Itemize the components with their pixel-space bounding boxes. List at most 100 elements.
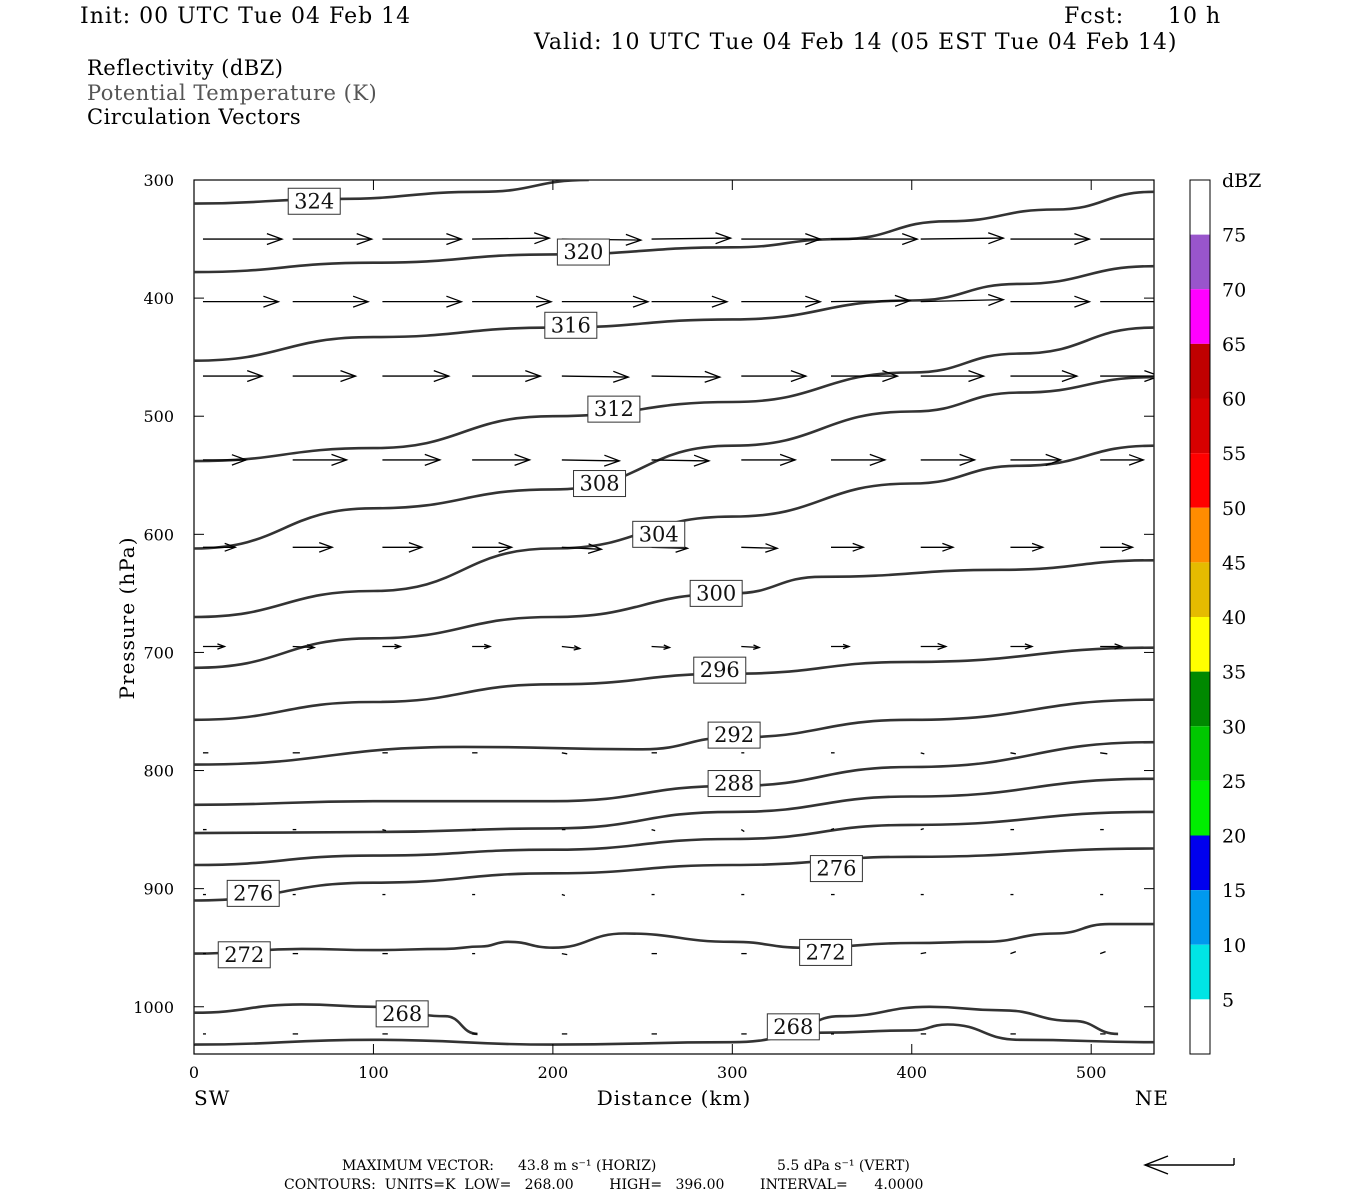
- colorbar-swatch: [1190, 453, 1210, 508]
- x-tick-label: 400: [896, 1063, 927, 1082]
- legend-reflectivity: Reflectivity (dBZ): [87, 56, 284, 80]
- circulation-vector: [202, 643, 227, 650]
- circulation-vector: [1010, 542, 1045, 552]
- colorbar-swatch: [1190, 835, 1210, 891]
- colorbar-label: 55: [1222, 443, 1246, 465]
- circulation-vector: [202, 295, 281, 308]
- circulation-vector: [561, 893, 566, 897]
- isentrope-284-10: [194, 777, 1154, 835]
- colorbar-swatch: [1190, 890, 1210, 945]
- circulation-vector: [1100, 238, 1154, 240]
- circulation-vector: [1010, 453, 1063, 467]
- contour-label-304: 304: [632, 520, 686, 548]
- circulation-vector: [1100, 643, 1124, 650]
- init-time: Init: 00 UTC Tue 04 Feb 14: [80, 4, 412, 29]
- colorbar-label: 75: [1222, 225, 1246, 247]
- circulation-vector: [1100, 301, 1154, 303]
- contour-label-text: 320: [563, 240, 603, 264]
- x-tick-label: 500: [1076, 1063, 1107, 1082]
- circulation-vector: [561, 645, 582, 651]
- contour-label-300: 300: [689, 579, 743, 607]
- circulation-vector: [1010, 643, 1034, 650]
- circulation-vector: [920, 642, 948, 651]
- colorbar-label: 25: [1222, 771, 1246, 793]
- colorbar-swatch: [1190, 999, 1210, 1054]
- isentrope-272-14: [194, 922, 1154, 955]
- circulation-vector: [831, 453, 887, 467]
- circulation-vector: [382, 369, 451, 383]
- contour-label-text: 304: [639, 522, 679, 546]
- circulation-vector: [472, 295, 554, 308]
- circulation-vector: [741, 232, 823, 246]
- circulation-vector: [651, 232, 733, 245]
- circulation-vector: [561, 543, 604, 555]
- circulation-vector: [1099, 950, 1106, 955]
- y-tick-label: 800: [143, 762, 174, 781]
- contour-label-276: 276: [226, 879, 280, 907]
- circulation-vector: [382, 541, 424, 553]
- x-endpoint-sw: SW: [194, 1086, 230, 1110]
- y-tick-label: 300: [143, 171, 174, 190]
- isentrope-276-12: [194, 847, 1154, 902]
- circulation-vector: [831, 369, 900, 383]
- circulation-vector: [472, 369, 543, 383]
- colorbar-label: 45: [1222, 552, 1246, 574]
- circulation-vector: [561, 454, 622, 467]
- reflectivity-colorbar: 5 10 15 20 25 30 35 40 45 50 55 60 65 70 75: [1189, 179, 1246, 1055]
- contour-label-text: 276: [816, 857, 856, 881]
- circulation-vector: [651, 828, 656, 832]
- contour-label-text: 316: [551, 313, 591, 337]
- circulation-vector: [472, 541, 514, 553]
- circulation-vector: [561, 370, 631, 383]
- circulation-vector: [831, 643, 851, 650]
- y-tick-label: 700: [143, 643, 174, 662]
- circulation-vector: [651, 295, 729, 308]
- contour-label-316: 316: [544, 311, 598, 339]
- contour-info: CONTOURS: UNITS=K LOW= 268.00 HIGH= 396.…: [284, 1177, 924, 1193]
- colorbar-label: 5: [1222, 989, 1234, 1011]
- colorbar-label: 15: [1222, 880, 1246, 902]
- contour-label-268: 268: [375, 1000, 429, 1028]
- forecast-hour: 10 h: [1168, 4, 1222, 29]
- colorbar-label: 20: [1222, 826, 1246, 848]
- circulation-vector: [382, 295, 464, 308]
- contour-label-text: 312: [594, 397, 634, 421]
- colorbar-swatch: [1190, 398, 1210, 454]
- max-vector-horiz: 43.8 m s⁻¹ (HORIZ): [518, 1158, 657, 1174]
- colorbar-frame: [1189, 179, 1211, 1055]
- circulation-vector: [831, 232, 920, 246]
- circulation-vector: [651, 454, 711, 467]
- contour-label-text: 300: [696, 581, 736, 605]
- contour-label-text: 292: [714, 723, 754, 747]
- circulation-vector: [472, 453, 532, 467]
- y-axis-label: Pressure (hPa): [115, 537, 139, 700]
- colorbar-swatch: [1190, 343, 1210, 399]
- colorbar-label: 30: [1222, 716, 1246, 738]
- contour-label-layer: 324 320 316 312 308 304 300 296 292 288 276 276 272 2…: [217, 187, 863, 1041]
- circulation-vector: [1100, 369, 1154, 383]
- circulation-vector: [920, 542, 955, 552]
- circulation-vector: [741, 369, 808, 383]
- legend-potential-temperature: Potential Temperature (K): [87, 81, 378, 105]
- colorbar-swatch: [1190, 780, 1210, 836]
- x-endpoint-ne: NE: [1135, 1086, 1169, 1110]
- colorbar-label: 65: [1222, 334, 1246, 356]
- y-tick-label: 400: [143, 289, 174, 308]
- circulation-vector: [741, 295, 823, 308]
- circulation-vector: [472, 643, 492, 650]
- circulation-vector: [382, 828, 387, 832]
- colorbar-swatch: [1190, 671, 1210, 727]
- circulation-vector: [651, 644, 672, 651]
- contour-label-272: 272: [799, 938, 853, 966]
- colorbar-label: 60: [1222, 389, 1246, 411]
- contour-label-text: 324: [294, 189, 334, 213]
- x-tick-label: 300: [717, 1063, 748, 1082]
- circulation-vector: [292, 644, 317, 651]
- x-tick-label: 100: [358, 1063, 389, 1082]
- contour-label-308: 308: [573, 470, 627, 498]
- colorbar-label: 10: [1222, 935, 1246, 957]
- circulation-vector: [651, 370, 722, 383]
- contour-label-text: 288: [714, 772, 754, 796]
- circulation-vector: [1100, 542, 1135, 552]
- circulation-vector: [741, 453, 798, 467]
